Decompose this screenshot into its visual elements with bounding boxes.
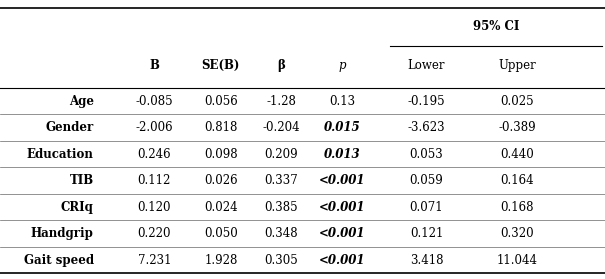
Text: 0.056: 0.056 (204, 95, 238, 108)
Text: 0.305: 0.305 (264, 254, 298, 267)
Text: 0.121: 0.121 (410, 227, 443, 240)
Text: 0.440: 0.440 (500, 148, 534, 161)
Text: 0.164: 0.164 (500, 174, 534, 187)
Text: Age: Age (69, 95, 94, 108)
Text: 0.13: 0.13 (329, 95, 355, 108)
Text: Lower: Lower (408, 59, 445, 72)
Text: -0.085: -0.085 (136, 95, 173, 108)
Text: Gait speed: Gait speed (24, 254, 94, 267)
Text: 1.928: 1.928 (204, 254, 238, 267)
Text: 0.059: 0.059 (410, 174, 443, 187)
Text: Gender: Gender (45, 121, 94, 134)
Text: Handgrip: Handgrip (31, 227, 94, 240)
Text: 0.220: 0.220 (137, 227, 171, 240)
Text: 3.418: 3.418 (410, 254, 443, 267)
Text: 0.071: 0.071 (410, 201, 443, 214)
Text: 0.818: 0.818 (204, 121, 238, 134)
Text: 0.209: 0.209 (264, 148, 298, 161)
Text: 0.320: 0.320 (500, 227, 534, 240)
Text: 0.120: 0.120 (137, 201, 171, 214)
Text: 11.044: 11.044 (497, 254, 538, 267)
Text: Education: Education (27, 148, 94, 161)
Text: -1.28: -1.28 (266, 95, 296, 108)
Text: TIB: TIB (70, 174, 94, 187)
Text: 0.013: 0.013 (324, 148, 360, 161)
Text: 0.024: 0.024 (204, 201, 238, 214)
Text: Upper: Upper (499, 59, 536, 72)
Text: -0.204: -0.204 (263, 121, 300, 134)
Text: 0.246: 0.246 (137, 148, 171, 161)
Text: 0.385: 0.385 (264, 201, 298, 214)
Text: 0.348: 0.348 (264, 227, 298, 240)
Text: 0.015: 0.015 (324, 121, 360, 134)
Text: 0.168: 0.168 (500, 201, 534, 214)
Text: <0.001: <0.001 (319, 254, 365, 267)
Text: SE(B): SE(B) (201, 59, 240, 72)
Text: CRIq: CRIq (61, 201, 94, 214)
Text: 7.231: 7.231 (137, 254, 171, 267)
Text: B: B (149, 59, 159, 72)
Text: 0.050: 0.050 (204, 227, 238, 240)
Text: 0.337: 0.337 (264, 174, 298, 187)
Text: -0.195: -0.195 (408, 95, 445, 108)
Text: 0.026: 0.026 (204, 174, 238, 187)
Text: -0.389: -0.389 (499, 121, 536, 134)
Text: -3.623: -3.623 (408, 121, 445, 134)
Text: -2.006: -2.006 (136, 121, 173, 134)
Text: 0.025: 0.025 (500, 95, 534, 108)
Text: 95% CI: 95% CI (473, 20, 519, 33)
Text: <0.001: <0.001 (319, 174, 365, 187)
Text: <0.001: <0.001 (319, 201, 365, 214)
Text: <0.001: <0.001 (319, 227, 365, 240)
Text: β: β (277, 59, 286, 72)
Text: 0.112: 0.112 (137, 174, 171, 187)
Text: p: p (338, 59, 345, 72)
Text: 0.098: 0.098 (204, 148, 238, 161)
Text: 0.053: 0.053 (410, 148, 443, 161)
